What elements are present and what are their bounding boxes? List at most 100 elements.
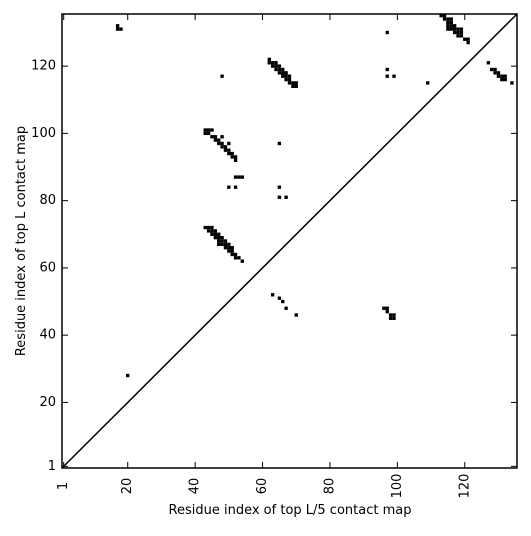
contact-cell-upper	[291, 84, 295, 88]
y-tick-label: 1	[48, 459, 56, 474]
contact-cell-upper	[115, 24, 120, 28]
contact-cell-lower	[277, 296, 282, 300]
contact-cell-lower	[392, 313, 396, 317]
x-tick-label: 80	[322, 478, 337, 495]
contact-cell-lower	[227, 141, 231, 146]
contact-cell-upper	[385, 67, 389, 72]
contact-cell-upper	[277, 71, 282, 75]
contact-cell-upper	[267, 61, 271, 65]
contact-cell-upper	[426, 81, 430, 85]
contact-cell-lower	[223, 242, 228, 247]
contact-cell-lower	[388, 313, 393, 317]
contact-cell-upper	[486, 61, 491, 65]
contact-cell-upper	[449, 20, 453, 25]
contact-cell-lower	[382, 306, 386, 310]
contact-cell-lower	[223, 145, 228, 149]
contact-cell-lower	[210, 225, 214, 230]
contact-cell-upper	[446, 27, 450, 31]
contact-cell-upper	[459, 27, 464, 31]
contact-cell-lower	[126, 373, 130, 378]
contact-cell-upper	[496, 71, 501, 75]
contact-cell-lower	[227, 151, 231, 156]
y-tick-label: 80	[39, 193, 56, 208]
contact-cell-lower	[213, 138, 218, 142]
contact-cell-lower	[233, 155, 238, 159]
contact-cell-upper	[270, 64, 275, 68]
y-tick-label: 60	[39, 260, 56, 275]
contact-cell-upper	[452, 24, 457, 28]
contact-cell-lower	[217, 242, 221, 247]
contact-cell-upper	[459, 34, 464, 38]
contact-cell-lower	[223, 239, 228, 243]
contact-cell-upper	[281, 67, 285, 72]
contact-cell-lower	[210, 229, 214, 233]
contact-cell-lower	[277, 195, 282, 199]
contact-cell-lower	[223, 148, 228, 152]
contact-cell-lower	[294, 313, 298, 317]
contact-cell-upper	[496, 74, 501, 78]
contact-cell-lower	[217, 232, 221, 236]
contact-cell-lower	[210, 128, 214, 132]
contact-cell-upper	[459, 30, 464, 35]
contact-cell-lower	[217, 138, 221, 142]
contact-cell-upper	[385, 30, 389, 35]
y-tick-label: 100	[31, 126, 56, 141]
contact-cell-upper	[446, 17, 450, 21]
contact-cell-upper	[466, 40, 470, 45]
contact-cell-upper	[284, 71, 288, 75]
contact-cell-upper	[442, 14, 447, 18]
contact-cell-upper	[281, 71, 285, 75]
contact-cell-upper	[220, 74, 224, 78]
contact-cell-upper	[274, 64, 278, 68]
contact-cell-lower	[213, 232, 218, 236]
contact-cell-lower	[233, 185, 238, 189]
contact-cell-lower	[281, 299, 285, 304]
contact-cell-upper	[287, 81, 292, 85]
y-tick-label: 120	[31, 59, 56, 74]
x-tick-label: 1	[56, 482, 71, 490]
contact-cell-lower	[230, 252, 234, 257]
contact-cell-upper	[446, 20, 450, 25]
contact-cell-lower	[233, 175, 238, 179]
y-tick-label: 20	[39, 395, 56, 410]
contact-cell-upper	[449, 24, 453, 28]
contact-cell-lower	[220, 239, 224, 243]
contact-cell-lower	[203, 128, 207, 132]
contact-cell-lower	[233, 256, 238, 260]
contact-cell-upper	[267, 57, 271, 62]
contact-cell-upper	[270, 61, 275, 65]
diagonal-line	[61, 13, 518, 469]
contact-cell-upper	[503, 74, 507, 78]
contact-cell-upper	[446, 24, 450, 28]
contact-cell-upper	[503, 77, 507, 82]
contact-cell-lower	[213, 235, 218, 240]
contact-cell-upper	[449, 17, 453, 21]
contact-cell-lower	[213, 229, 218, 233]
x-tick-label: 40	[188, 478, 203, 495]
contact-cell-upper	[274, 61, 278, 65]
contact-cell-lower	[210, 135, 214, 139]
contact-cell-lower	[227, 249, 231, 253]
contact-cell-upper	[456, 34, 460, 38]
contact-cell-lower	[203, 131, 207, 136]
contact-cell-upper	[500, 74, 504, 78]
contact-cell-lower	[385, 309, 389, 314]
contact-cell-upper	[284, 74, 288, 78]
contact-cell-lower	[270, 293, 275, 297]
contact-cell-upper	[500, 77, 504, 82]
contact-cell-lower	[392, 316, 396, 321]
contact-cell-lower	[230, 246, 234, 250]
contact-cell-lower	[206, 131, 211, 136]
x-tick-label: 20	[120, 478, 135, 495]
contact-cell-upper	[281, 74, 285, 78]
contact-cell-lower	[220, 242, 224, 247]
contact-cell-upper	[294, 81, 298, 85]
contact-cell-lower	[203, 225, 207, 230]
contact-cell-lower	[223, 246, 228, 250]
x-tick-label: 120	[457, 474, 472, 499]
contact-cell-lower	[220, 145, 224, 149]
contact-cell-lower	[284, 195, 288, 199]
contact-cell-upper	[284, 77, 288, 82]
contact-cell-upper	[392, 74, 396, 78]
y-axis-label: Residue index of top L contact map	[14, 126, 29, 356]
